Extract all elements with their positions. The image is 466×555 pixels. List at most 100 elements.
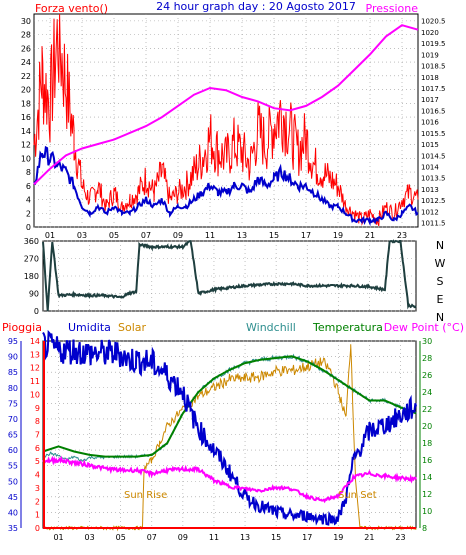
wind-line xyxy=(33,145,419,227)
hour-tick-label: 07 xyxy=(141,231,151,240)
legend-temperatura: Temperatura xyxy=(312,321,383,334)
rain-tick-label: 1 xyxy=(35,511,40,520)
rain-tick-label: 10 xyxy=(30,390,40,399)
hour-tick-label: 07 xyxy=(147,533,157,542)
wind-plot-frame xyxy=(33,13,419,228)
temp-tick-label: 12 xyxy=(422,490,432,499)
humidity-tick-label: 55 xyxy=(8,462,18,471)
wind-pressure-panel: Forza vento() 24 hour graph day : 20 Ago… xyxy=(21,0,446,240)
pressure-tick-label: 1019 xyxy=(421,51,439,59)
temp-tick-label: 16 xyxy=(422,456,432,465)
temp-tick-label: 14 xyxy=(422,473,432,482)
hour-tick-label: 09 xyxy=(173,231,183,240)
temp-tick-label: 22 xyxy=(422,405,432,414)
legend-solar: Solar xyxy=(118,321,147,334)
hour-tick-label: 15 xyxy=(271,533,281,542)
direction-tick-label: 90 xyxy=(29,290,39,299)
pressure-line xyxy=(33,24,419,186)
temp-tick-label: 24 xyxy=(422,388,432,397)
compass-label: W xyxy=(435,257,446,270)
compass-label: S xyxy=(437,275,444,288)
direction-line xyxy=(42,239,417,312)
wind-tick-label: 10 xyxy=(21,154,31,163)
wind-tick-label: 6 xyxy=(26,182,31,191)
humidity-tick-label: 40 xyxy=(8,508,18,517)
hour-tick-label: 11 xyxy=(205,231,215,240)
hour-tick-label: 19 xyxy=(333,231,343,240)
annotation-sun-rise: Sun Rise xyxy=(124,490,167,501)
humidity-tick-label: 45 xyxy=(8,493,18,502)
pressure-tick-label: 1013.5 xyxy=(421,175,446,183)
rain-tick-label: 4 xyxy=(35,471,40,480)
wind-tick-label: 26 xyxy=(21,44,31,53)
humidity-tick-label: 60 xyxy=(8,446,18,455)
wind-tick-label: 28 xyxy=(21,31,31,40)
wind-tick-label: 22 xyxy=(21,72,31,81)
hour-tick-label: 05 xyxy=(116,533,126,542)
temp-tick-label: 10 xyxy=(422,507,432,516)
humidity-tick-label: 65 xyxy=(8,431,18,440)
hour-tick-label: 03 xyxy=(85,533,95,542)
hour-tick-label: 03 xyxy=(77,231,87,240)
wind-tick-label: 12 xyxy=(21,141,31,150)
pressure-tick-label: 1012 xyxy=(421,208,439,216)
direction-plot-frame xyxy=(42,240,417,312)
compass-label: N xyxy=(436,311,444,324)
humidity-tick-label: 50 xyxy=(8,477,18,486)
humidity-line xyxy=(42,329,417,526)
hour-tick-label: 01 xyxy=(53,533,63,542)
pressure-tick-label: 1016 xyxy=(421,119,439,127)
compass-label: N xyxy=(436,239,444,252)
wind-tick-label: 24 xyxy=(21,58,31,67)
annotation-sun-set: Sun Set xyxy=(338,490,377,501)
humidity-tick-label: 80 xyxy=(8,384,18,393)
direction-tick-label: 180 xyxy=(24,272,39,281)
dewpoint-line xyxy=(42,455,417,504)
temp-tick-label: 28 xyxy=(422,354,432,363)
hour-tick-label: 11 xyxy=(209,533,219,542)
humidity-tick-label: 35 xyxy=(8,524,18,533)
pressure-tick-label: 1020.5 xyxy=(421,18,446,26)
rain-tick-label: 8 xyxy=(35,417,40,426)
hour-tick-label: 01 xyxy=(45,231,55,240)
wind-tick-label: 0 xyxy=(26,223,31,232)
gust-line xyxy=(33,13,419,227)
legend-umidita: Umidita xyxy=(68,321,111,334)
pressure-tick-label: 1018 xyxy=(421,74,439,82)
rain-tick-label: 2 xyxy=(35,497,40,506)
hour-tick-label: 17 xyxy=(302,533,312,542)
pressure-tick-label: 1014.5 xyxy=(421,152,446,160)
temp-tick-label: 8 xyxy=(422,524,427,533)
humidity-tick-label: 95 xyxy=(8,337,18,346)
wind-tick-label: 20 xyxy=(21,86,31,95)
hour-tick-label: 21 xyxy=(364,533,374,542)
pressure-axis-label: Pressione xyxy=(366,2,419,15)
pressure-tick-label: 1016.5 xyxy=(421,107,446,115)
direction-tick-label: 270 xyxy=(24,255,39,264)
temperature-line xyxy=(42,355,417,458)
hour-tick-label: 15 xyxy=(269,231,279,240)
wind-tick-label: 18 xyxy=(21,99,31,108)
hour-tick-label: 05 xyxy=(109,231,119,240)
rain-tick-label: 0 xyxy=(35,524,40,533)
wind-tick-label: 14 xyxy=(21,127,31,136)
pressure-tick-label: 1015.5 xyxy=(421,130,446,138)
rain-tick-label: 14 xyxy=(30,337,40,346)
rain-tick-label: 6 xyxy=(35,444,40,453)
pressure-tick-label: 1011.5 xyxy=(421,220,446,228)
hour-tick-label: 09 xyxy=(178,533,188,542)
pressure-tick-label: 1012.5 xyxy=(421,197,446,205)
hour-tick-label: 21 xyxy=(365,231,375,240)
humidity-tick-label: 85 xyxy=(8,368,18,377)
pressure-tick-label: 1018.5 xyxy=(421,63,446,71)
pressure-tick-label: 1020 xyxy=(421,29,439,37)
direction-tick-label: 360 xyxy=(24,237,39,246)
legend-windchill: Windchill xyxy=(246,321,296,334)
pressure-tick-label: 1017.5 xyxy=(421,85,446,93)
temp-tick-label: 26 xyxy=(422,371,432,380)
chart-title: 24 hour graph day : 20 Agosto 2017 xyxy=(156,0,356,13)
wind-axis-label: Forza vento() xyxy=(35,2,108,15)
rain-tick-label: 9 xyxy=(35,404,40,413)
